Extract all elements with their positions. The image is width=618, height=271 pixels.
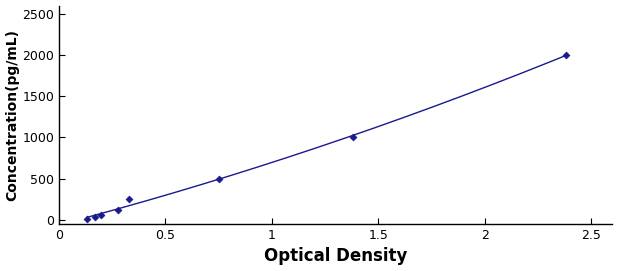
- Point: [113, 207, 123, 212]
- Point: [82, 217, 92, 221]
- X-axis label: Optical Density: Optical Density: [264, 247, 407, 265]
- Point: [348, 135, 358, 140]
- Point: [124, 197, 134, 201]
- Point: [561, 53, 570, 57]
- Y-axis label: Concentration(pg/mL): Concentration(pg/mL): [6, 29, 20, 201]
- Point: [214, 176, 224, 181]
- Point: [90, 215, 99, 220]
- Point: [96, 212, 106, 217]
